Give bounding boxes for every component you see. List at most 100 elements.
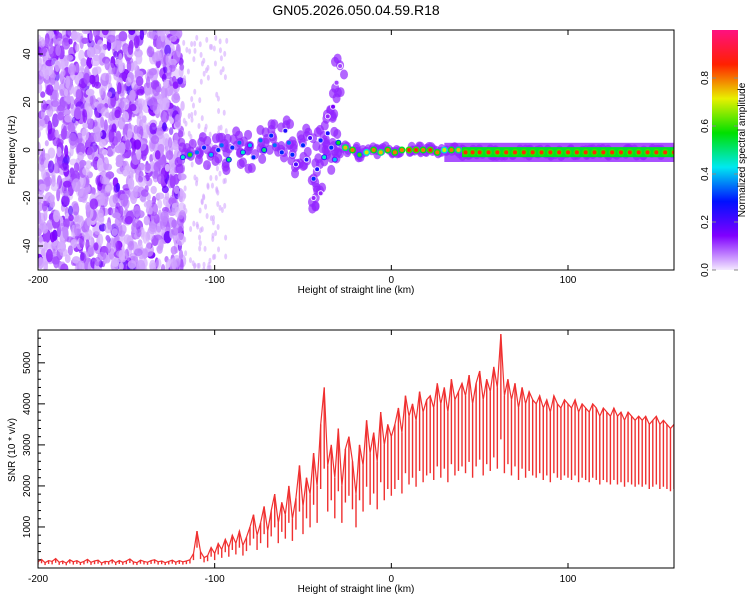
noise-blob <box>133 139 142 150</box>
noise-blob <box>183 203 187 210</box>
noise-blob <box>101 149 108 156</box>
noise-blob <box>184 250 188 257</box>
ridge-point <box>331 104 336 109</box>
snr-plot: -200 -100 0 100 1000 2000 3000 4000 5000 Height … <box>7 329 675 595</box>
noise-blob <box>65 30 72 38</box>
noise-blob <box>63 180 72 188</box>
noise-blob <box>85 160 92 170</box>
x-tick-label: -200 <box>28 275 48 286</box>
noise-blob <box>49 231 56 243</box>
y-tick-label: -20 <box>22 190 33 205</box>
noise-blob <box>195 34 199 41</box>
noise-blob <box>46 84 54 96</box>
noise-blob <box>167 137 173 149</box>
noise-blob <box>169 175 176 189</box>
noise-blob <box>165 53 172 67</box>
noise-blob <box>68 214 74 222</box>
noise-blob <box>177 130 184 138</box>
noise-blob <box>202 193 206 200</box>
ridge-point <box>209 152 214 157</box>
ridge-haze <box>247 162 256 173</box>
ridge-point <box>504 150 509 155</box>
noise-blob <box>78 215 84 228</box>
noise-blob <box>79 252 87 264</box>
noise-blob <box>73 223 81 237</box>
noise-blob <box>39 118 46 127</box>
noise-blob <box>199 227 203 234</box>
ridge-point <box>371 148 376 152</box>
y-tick-label: 0 <box>22 147 33 153</box>
noise-blob <box>165 150 174 161</box>
ridge-point <box>290 152 295 157</box>
ridge-haze <box>327 164 336 175</box>
noise-blob <box>200 115 204 122</box>
ridge-point <box>304 157 309 162</box>
ridge-point <box>385 148 390 152</box>
noise-blob <box>198 207 202 214</box>
noise-blob <box>177 77 183 85</box>
noise-blob <box>115 130 122 143</box>
noise-blob <box>91 67 98 76</box>
noise-blob <box>47 160 55 173</box>
ridge-haze <box>203 160 212 171</box>
noise-blob <box>71 116 76 124</box>
noise-blob <box>45 248 53 263</box>
noise-blob <box>164 191 170 201</box>
noise-blob <box>157 30 166 37</box>
noise-blob <box>118 262 124 270</box>
ridge-point <box>521 150 526 155</box>
noise-blob <box>124 215 133 225</box>
noise-blob <box>216 223 220 230</box>
x-tick-label: 0 <box>389 574 395 585</box>
y-tick-label: 3000 <box>22 433 33 456</box>
noise-blob <box>47 147 56 159</box>
noise-blob <box>94 256 101 267</box>
noise-blob <box>169 64 176 72</box>
noise-blob <box>158 156 165 166</box>
noise-blob <box>145 163 151 171</box>
noise-blob <box>192 56 196 63</box>
ridge-haze <box>194 154 203 165</box>
noise-blob <box>135 70 144 79</box>
noise-blob <box>147 225 157 235</box>
noise-blob <box>44 140 49 147</box>
noise-blob <box>104 222 113 234</box>
noise-blob <box>113 50 119 58</box>
noise-blob <box>200 60 204 67</box>
x-tick-label: -100 <box>205 275 225 286</box>
ridge-point <box>392 150 397 155</box>
noise-blob <box>170 245 178 255</box>
noise-blob <box>55 44 61 57</box>
ridge-haze <box>312 141 321 152</box>
noise-blob <box>53 209 61 223</box>
noise-blob <box>88 74 96 85</box>
ridge-point <box>442 148 447 152</box>
noise-blob <box>64 114 73 123</box>
noise-blob <box>206 64 210 71</box>
noise-blob <box>190 111 194 118</box>
noise-blob <box>173 92 180 101</box>
noise-blob <box>156 86 162 93</box>
ridge-point <box>308 136 313 140</box>
noise-blob <box>79 159 87 167</box>
ridge-haze <box>296 130 305 141</box>
noise-blob <box>149 259 157 270</box>
snr-frame <box>37 329 675 569</box>
ridge-point <box>470 150 475 155</box>
noise-blob <box>212 45 216 52</box>
noise-blob <box>112 193 119 204</box>
noise-blob <box>110 30 116 36</box>
noise-blob <box>217 108 221 115</box>
noise-blob <box>155 258 162 269</box>
noise-blob <box>75 43 80 53</box>
ridge-point <box>202 145 207 150</box>
noise-blob <box>169 117 175 125</box>
noise-blob <box>149 97 158 111</box>
noise-blob <box>122 169 128 177</box>
noise-blob <box>177 173 187 181</box>
noise-blob <box>96 130 103 138</box>
noise-blob <box>156 36 163 50</box>
y-tick-label: 40 <box>22 48 33 60</box>
noise-blob <box>190 116 194 123</box>
